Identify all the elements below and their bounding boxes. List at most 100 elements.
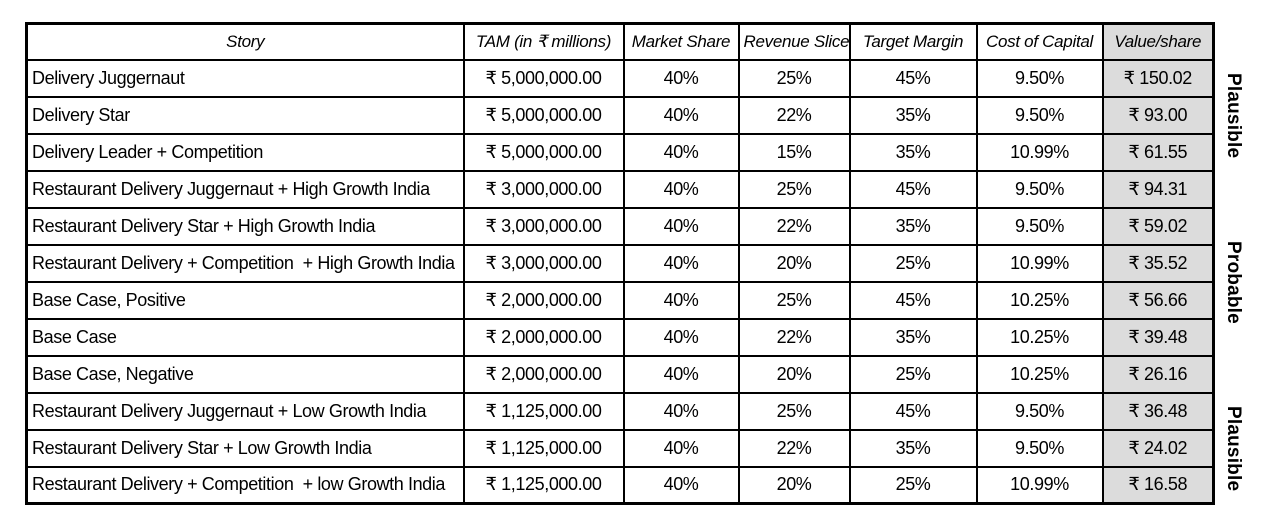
revenue-slice-cell: 20% (737, 243, 851, 283)
revenue-slice-cell: 25% (737, 169, 851, 209)
column-header-target-margin: Target Margin (848, 22, 978, 61)
revenue-slice-cell: 22% (737, 95, 851, 135)
story-cell: Restaurant Delivery + Competition + low … (25, 465, 465, 505)
table-row: Restaurant Delivery Star + Low Growth In… (25, 428, 1215, 468)
table-row: Restaurant Delivery Juggernaut + Low Gro… (25, 391, 1215, 431)
value-per-share-cell: ₹ 150.02 (1101, 58, 1215, 98)
revenue-slice-cell: 20% (737, 354, 851, 394)
cost-of-capital-cell: 9.50% (975, 428, 1104, 468)
group-label-plausible-top: Plausible (1216, 60, 1250, 171)
column-header-story: Story (25, 22, 465, 61)
story-cell: Delivery Star (25, 95, 465, 135)
target-margin-cell: 45% (848, 169, 978, 209)
value-per-share-cell: ₹ 93.00 (1101, 95, 1215, 135)
target-margin-cell: 45% (848, 280, 978, 320)
cost-of-capital-cell: 9.50% (975, 58, 1104, 98)
column-header-market-share: Market Share (622, 22, 740, 61)
story-cell: Delivery Leader + Competition (25, 132, 465, 172)
target-margin-cell: 45% (848, 58, 978, 98)
target-margin-cell: 25% (848, 243, 978, 283)
market-share-cell: 40% (622, 280, 740, 320)
tam-cell: ₹ 2,000,000.00 (462, 280, 625, 320)
story-cell: Restaurant Delivery Star + Low Growth In… (25, 428, 465, 468)
group-label-text: Plausible (1223, 72, 1244, 159)
cost-of-capital-cell: 9.50% (975, 169, 1104, 209)
market-share-cell: 40% (622, 58, 740, 98)
column-header-value-per-share: Value/share (1101, 22, 1215, 61)
tam-cell: ₹ 2,000,000.00 (462, 354, 625, 394)
table-row: Base Case ₹ 2,000,000.00 40% 22% 35% 10.… (25, 317, 1215, 357)
group-label-text: Plausible (1223, 405, 1244, 492)
revenue-slice-cell: 20% (737, 465, 851, 505)
market-share-cell: 40% (622, 428, 740, 468)
cost-of-capital-cell: 10.99% (975, 243, 1104, 283)
tam-cell: ₹ 5,000,000.00 (462, 132, 625, 172)
revenue-slice-cell: 25% (737, 280, 851, 320)
story-cell: Restaurant Delivery Juggernaut + Low Gro… (25, 391, 465, 431)
tam-cell: ₹ 3,000,000.00 (462, 206, 625, 246)
story-cell: Restaurant Delivery + Competition + High… (25, 243, 465, 283)
market-share-cell: 40% (622, 354, 740, 394)
revenue-slice-cell: 22% (737, 206, 851, 246)
tam-cell: ₹ 5,000,000.00 (462, 58, 625, 98)
revenue-slice-cell: 15% (737, 132, 851, 172)
value-per-share-cell: ₹ 26.16 (1101, 354, 1215, 394)
cost-of-capital-cell: 10.25% (975, 354, 1104, 394)
value-per-share-cell: ₹ 16.58 (1101, 465, 1215, 505)
story-cell: Restaurant Delivery Juggernaut + High Gr… (25, 169, 465, 209)
plausibility-rail: Plausible Probable Plausible (1216, 60, 1250, 504)
target-margin-cell: 35% (848, 206, 978, 246)
market-share-cell: 40% (622, 169, 740, 209)
column-header-tam: TAM (in ₹ millions) (462, 22, 625, 61)
value-per-share-cell: ₹ 61.55 (1101, 132, 1215, 172)
table-row: Restaurant Delivery + Competition + low … (25, 465, 1215, 505)
table-row: Restaurant Delivery + Competition + High… (25, 243, 1215, 283)
market-share-cell: 40% (622, 317, 740, 357)
revenue-slice-cell: 22% (737, 428, 851, 468)
market-share-cell: 40% (622, 243, 740, 283)
table-row: Delivery Leader + Competition ₹ 5,000,00… (25, 132, 1215, 172)
market-share-cell: 40% (622, 95, 740, 135)
column-header-cost-of-capital: Cost of Capital (975, 22, 1104, 61)
cost-of-capital-cell: 10.99% (975, 465, 1104, 505)
market-share-cell: 40% (622, 132, 740, 172)
target-margin-cell: 35% (848, 132, 978, 172)
revenue-slice-cell: 25% (737, 58, 851, 98)
group-label-text: Probable (1223, 240, 1244, 324)
tam-cell: ₹ 3,000,000.00 (462, 169, 625, 209)
table-row: Base Case, Positive ₹ 2,000,000.00 40% 2… (25, 280, 1215, 320)
target-margin-cell: 25% (848, 354, 978, 394)
table-row: Delivery Juggernaut ₹ 5,000,000.00 40% 2… (25, 58, 1215, 98)
value-per-share-cell: ₹ 35.52 (1101, 243, 1215, 283)
value-per-share-cell: ₹ 36.48 (1101, 391, 1215, 431)
target-margin-cell: 45% (848, 391, 978, 431)
target-margin-cell: 35% (848, 317, 978, 357)
value-per-share-cell: ₹ 59.02 (1101, 206, 1215, 246)
group-label-plausible-bottom: Plausible (1216, 393, 1250, 504)
tam-cell: ₹ 5,000,000.00 (462, 95, 625, 135)
tam-cell: ₹ 1,125,000.00 (462, 428, 625, 468)
revenue-slice-cell: 25% (737, 391, 851, 431)
group-label-probable: Probable (1216, 171, 1250, 393)
story-cell: Restaurant Delivery Star + High Growth I… (25, 206, 465, 246)
scenario-table: Story TAM (in ₹ millions) Market Share R… (25, 22, 1215, 505)
header-row: Story TAM (in ₹ millions) Market Share R… (25, 22, 1215, 61)
cost-of-capital-cell: 9.50% (975, 95, 1104, 135)
target-margin-cell: 35% (848, 95, 978, 135)
story-cell: Base Case, Negative (25, 354, 465, 394)
table-row: Restaurant Delivery Star + High Growth I… (25, 206, 1215, 246)
market-share-cell: 40% (622, 206, 740, 246)
cost-of-capital-cell: 10.25% (975, 317, 1104, 357)
story-cell: Delivery Juggernaut (25, 58, 465, 98)
tam-cell: ₹ 1,125,000.00 (462, 465, 625, 505)
value-per-share-cell: ₹ 94.31 (1101, 169, 1215, 209)
target-margin-cell: 35% (848, 428, 978, 468)
tam-cell: ₹ 3,000,000.00 (462, 243, 625, 283)
column-header-revenue-slice: Revenue Slice (737, 22, 851, 61)
value-per-share-cell: ₹ 39.48 (1101, 317, 1215, 357)
market-share-cell: 40% (622, 465, 740, 505)
tam-cell: ₹ 1,125,000.00 (462, 391, 625, 431)
market-share-cell: 40% (622, 391, 740, 431)
story-cell: Base Case, Positive (25, 280, 465, 320)
